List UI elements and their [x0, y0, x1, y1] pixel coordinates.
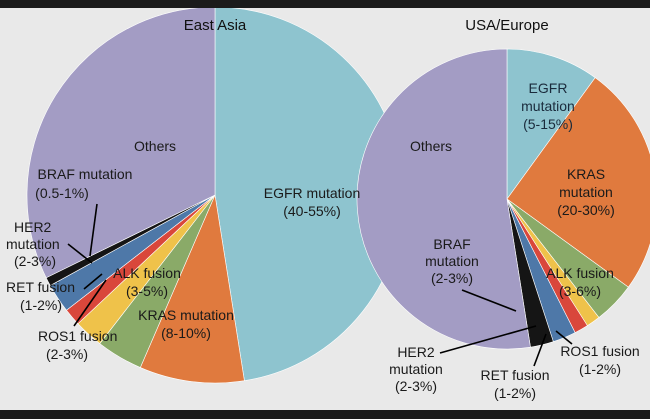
ue-others-label: Others — [410, 138, 452, 154]
ue-her2-label-2: mutation — [389, 361, 443, 377]
ea-braf-label: BRAF mutation — [38, 166, 133, 182]
east-asia-title: East Asia — [184, 17, 247, 34]
ue-her2-range: (2-3%) — [395, 378, 437, 394]
ue-braf-range: (2-3%) — [431, 270, 473, 286]
east-asia-pie — [26, 8, 404, 384]
ue-her2-leader — [439, 325, 537, 354]
ue-alk-range: (3-6%) — [559, 283, 601, 299]
usa-europe-pie — [356, 48, 650, 350]
ea-egfr-label: EGFR mutation — [264, 185, 360, 201]
ue-ret-label: RET fusion — [481, 367, 550, 383]
ea-ros1-label: ROS1 fusion — [38, 328, 117, 344]
usa-europe-title: USA/Europe — [465, 17, 548, 34]
ue-kras-label-1: KRAS — [567, 166, 605, 182]
ea-others-label: Others — [134, 138, 176, 154]
ue-her2-label-1: HER2 — [397, 344, 435, 360]
ue-alk-label: ALK fusion — [546, 265, 614, 281]
pie-charts: East Asia USA/Europe Others EGFR mutatio… — [6, 8, 650, 401]
ea-her2-label-2: mutation — [6, 236, 60, 252]
ea-ret-leader — [83, 273, 103, 290]
chart-frame: East Asia USA/Europe Others EGFR mutatio… — [0, 8, 650, 410]
ue-egfr-label-1: EGFR — [529, 80, 568, 96]
ea-her2-leader — [67, 243, 93, 264]
ue-kras-label-2: mutation — [559, 184, 613, 200]
ue-others-slice — [356, 48, 531, 350]
ea-kras-range: (8-10%) — [161, 325, 211, 341]
ue-ros1-range: (1-2%) — [579, 361, 621, 377]
ue-ros1-label: ROS1 fusion — [560, 343, 639, 359]
ue-kras-mutation-slice — [506, 77, 650, 288]
ue-kras-range: (20-30%) — [557, 202, 615, 218]
ue-braf-label-2: mutation — [425, 253, 479, 269]
ue-ros1-leader — [555, 330, 573, 345]
ea-kras-label: KRAS mutation — [138, 307, 234, 323]
ue-egfr-label-2: mutation — [521, 98, 575, 114]
ea-braf-range: (0.5-1%) — [35, 185, 89, 201]
ue-egfr-mutation-slice — [506, 48, 596, 200]
ue-ret-range: (1-2%) — [494, 385, 536, 401]
ue-braf-leader — [461, 289, 517, 312]
ea-her2-label-1: HER2 — [14, 219, 52, 235]
ea-ret-range: (1-2%) — [20, 297, 62, 313]
ea-ret-label: RET fusion — [6, 279, 75, 295]
ea-braf-leader — [89, 203, 98, 257]
ea-alk-range: (3-5%) — [126, 283, 168, 299]
ea-kras-mutation-slice — [139, 193, 245, 384]
ue-braf-label-1: BRAF — [433, 236, 470, 252]
ue-egfr-range: (5-15%) — [523, 116, 573, 132]
ea-others-slice — [26, 8, 216, 279]
ea-her2-range: (2-3%) — [14, 253, 56, 269]
ea-alk-label: ALK fusion — [113, 265, 181, 281]
ea-ros1-leader — [73, 279, 107, 327]
ue-ret-leader — [533, 333, 547, 367]
ea-egfr-range: (40-55%) — [283, 203, 341, 219]
ea-ros1-range: (2-3%) — [46, 346, 88, 362]
